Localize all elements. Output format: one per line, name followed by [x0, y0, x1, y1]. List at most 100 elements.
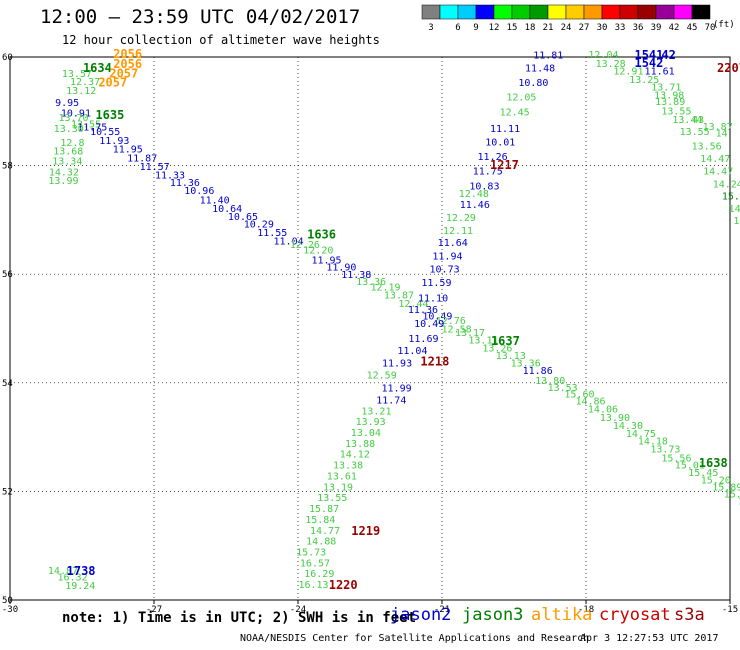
wave-height-label: 11.95: [311, 255, 341, 266]
wave-height-label: 11.26: [478, 152, 508, 163]
wave-height-label: 15.73: [296, 547, 326, 558]
wave-height-label: 14.32: [49, 167, 79, 178]
grid: [10, 57, 730, 600]
wave-height-label: 15.75: [724, 489, 740, 500]
wave-height-label: 13.98: [654, 90, 684, 101]
pass-label: 2207: [717, 61, 740, 75]
pass-label: 2056: [113, 47, 142, 61]
pass-label: 2057: [98, 75, 127, 89]
color-scale-label: 39: [651, 23, 662, 33]
wave-height-label: 14.30: [613, 421, 643, 432]
wave-height-label: 10.91: [61, 109, 91, 120]
wave-height-label: 13.71: [651, 83, 681, 94]
wave-height-label: 12.58: [442, 324, 472, 335]
wave-height-label: 13.12: [66, 86, 96, 97]
pass-label: 1217: [490, 158, 519, 172]
wave-height-label: 11.69: [408, 334, 438, 345]
wave-height-label: 13.90: [600, 413, 630, 424]
wave-height-label: 11.86: [523, 366, 553, 377]
legend-altika: altika: [531, 605, 593, 625]
color-scale-label: 9: [473, 23, 478, 33]
wave-height-label: 16.29: [304, 569, 334, 580]
wave-height-label: 12.91: [613, 66, 643, 77]
pass-label: 42: [661, 48, 675, 62]
wave-height-label: 13.87: [703, 122, 733, 133]
wave-height-label: 13.70: [58, 113, 88, 124]
credit-text: NOAA/NESDIS Center for Satellite Applica…: [240, 633, 590, 644]
wave-height-label: 14.47: [700, 154, 730, 165]
color-scale-label: 70: [705, 23, 716, 33]
wave-height-label: 10.73: [430, 265, 460, 276]
wave-height-label: 11.40: [200, 196, 230, 207]
legend-jason2: jason2: [390, 605, 452, 625]
wave-height-label: 43: [692, 115, 704, 126]
wave-height-label: 13.57: [62, 69, 92, 80]
wave-height-label: 11.99: [382, 383, 412, 394]
wave-height-label: 13.93: [356, 417, 386, 428]
wave-height-label: 11.93: [382, 359, 412, 370]
wave-height-label: 15.20: [701, 475, 731, 486]
wave-height-label: 11.36: [408, 305, 438, 316]
wave-height-label: 13.55: [317, 493, 347, 504]
wave-height-label: 14.87: [48, 566, 78, 577]
wave-height-label: 19.24: [65, 581, 95, 592]
wave-height-label: 14.77: [310, 526, 340, 537]
wave-height-label: 12.45: [500, 108, 530, 119]
wave-height-label: 11.90: [326, 262, 356, 273]
pass-label: 1542: [634, 56, 663, 70]
wave-height-label: 13.36: [356, 277, 386, 288]
color-scale-label: 30: [597, 23, 608, 33]
wave-height-label: 13.56: [692, 141, 722, 152]
wave-height-label: 14.24: [713, 179, 740, 190]
wave-height-label: 10.49: [414, 319, 444, 330]
wave-height-label: 11.57: [140, 162, 170, 173]
color-scale-cell: [457, 4, 477, 20]
color-scale-cell: [673, 4, 693, 20]
y-tick-label: 60: [2, 53, 13, 63]
wave-height-label: 13.13: [496, 351, 526, 362]
wave-height-label: 12.37: [70, 77, 100, 88]
x-tick-label: -24: [290, 605, 306, 615]
wave-height-label: 11.94: [432, 252, 462, 263]
wave-height-label: 13.04: [351, 428, 381, 439]
wave-height-label: 11.59: [421, 278, 451, 289]
wave-height-label: 12.26: [290, 240, 320, 251]
color-scale-label: 18: [525, 23, 536, 33]
color-scale-label: 3: [428, 23, 433, 33]
pass-label: 1634: [83, 61, 112, 75]
axes: -30 -27 -24 -21 -18 -15 50 52 54 56 58 60: [2, 53, 738, 615]
wave-height-label: 15.87: [309, 504, 339, 515]
wave-height-label: 13.34: [52, 157, 82, 168]
wave-height-label: 11.38: [341, 270, 371, 281]
wave-height-label: 13.55: [661, 107, 691, 118]
wave-height-label: 15.21: [722, 191, 740, 202]
color-scale-cell: [529, 4, 549, 20]
color-scale-label: 6: [455, 23, 460, 33]
x-tick-label: -21: [434, 605, 450, 615]
wave-height-label: 13.11: [468, 336, 498, 347]
wave-height-label: 13.53: [548, 383, 578, 394]
wave-height-label: 11.10: [418, 293, 448, 304]
wave-height-label: 16.57: [300, 558, 330, 569]
wave-height-label: 10.96: [184, 186, 214, 197]
wave-height-label: 13.73: [650, 444, 680, 455]
wave-height-label: 15.84: [305, 515, 335, 526]
wave-height-label: 13.44: [672, 115, 702, 126]
wave-height-label: 10.49: [422, 311, 452, 322]
wave-height-label: 12.19: [370, 282, 400, 293]
wave-height-marks: 9.9510.9113.5511.7510.5511.9311.9511.871…: [48, 50, 740, 592]
wave-height-label: 13.99: [48, 176, 78, 187]
wave-height-label: 13.68: [53, 147, 83, 158]
pass-label: 1635: [95, 108, 124, 122]
wave-height-label: 11.48: [525, 64, 555, 75]
wave-height-label: 13.25: [629, 75, 659, 86]
color-scale-cell: [637, 4, 657, 20]
color-scale-cell: [421, 4, 441, 20]
wave-height-label: 12.8: [60, 138, 84, 149]
wave-height-label: 11.61: [645, 66, 675, 77]
wave-height-label: 10.65: [228, 212, 258, 223]
y-tick-label: 56: [2, 270, 13, 280]
wave-height-label: 13.: [733, 216, 740, 227]
color-scale-cell: [601, 4, 621, 20]
